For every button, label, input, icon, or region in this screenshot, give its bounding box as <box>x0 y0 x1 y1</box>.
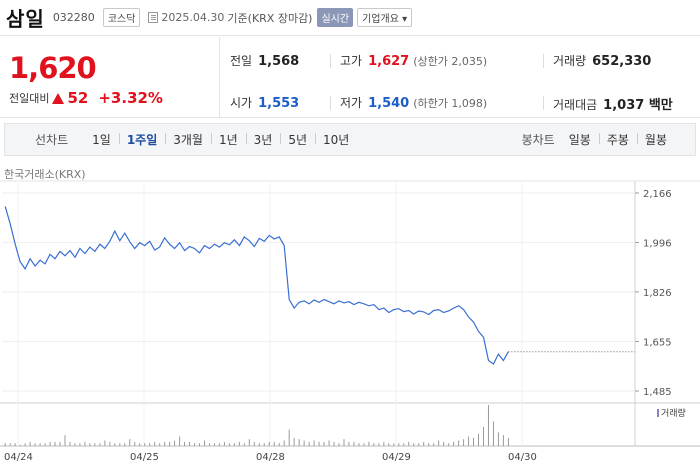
x-tick-label: 04/25 <box>130 452 159 463</box>
stock-name: 삼일 <box>6 7 45 31</box>
stat-label: 전일 <box>230 54 253 68</box>
volume-legend-swatch <box>657 409 659 417</box>
y-tick-label: 1,485 <box>643 387 672 398</box>
tab-daily-candle[interactable]: 일봉 <box>568 133 591 147</box>
stat-volume: 거래량 652,330 <box>553 52 651 69</box>
stat-label: 시가 <box>230 96 253 110</box>
stat-label: 거래대금 <box>553 98 598 112</box>
stat-value: 1,627 <box>368 54 410 69</box>
line-chart-title: 선차트 <box>35 133 69 147</box>
tab-3year[interactable]: 3년 <box>245 131 281 148</box>
document-icon <box>148 12 159 23</box>
y-tick-label: 1,655 <box>643 338 672 349</box>
stat-label: 고가 <box>340 54 363 68</box>
realtime-button[interactable]: 실시간 <box>317 8 354 27</box>
stock-code: 032280 <box>52 11 95 24</box>
company-info-button[interactable]: 기업개요 ▾ <box>357 8 413 27</box>
tab-weekly-candle[interactable]: 주봉 <box>598 131 637 148</box>
up-triangle-icon <box>52 92 65 104</box>
price-line <box>4 206 509 365</box>
stat-label: 거래량 <box>553 54 587 68</box>
market-badge: 코스닥 <box>102 8 141 27</box>
stat-low: 저가 1,540 (하한가 1,098) <box>340 94 487 111</box>
divider <box>543 96 544 110</box>
x-tick-label: 04/28 <box>256 452 285 463</box>
stat-high: 고가 1,627 (상한가 2,035) <box>340 52 487 69</box>
x-tick-label: 04/24 <box>4 452 33 463</box>
stat-sub: (하한가 1,098) <box>413 97 488 110</box>
price-panel: 1,620 전일대비 52 +3.32% 전일 1,568 고가 1,627 (… <box>0 37 700 118</box>
current-price: 1,620 <box>9 51 97 85</box>
stat-value: 652,330 <box>592 54 652 69</box>
stat-open: 시가 1,553 <box>230 94 299 111</box>
tab-3month[interactable]: 3개월 <box>165 131 211 148</box>
tab-1year[interactable]: 1년 <box>210 131 246 148</box>
divider <box>543 54 544 68</box>
current-price-box: 1,620 전일대비 52 +3.32% <box>0 37 220 118</box>
change-label: 전일대비 <box>9 92 50 105</box>
candle-chart-title: 봉차트 <box>521 133 555 147</box>
tab-10year[interactable]: 10년 <box>315 131 357 148</box>
quote-date: 2025.04.30 <box>161 11 225 24</box>
change-row: 전일대비 52 +3.32% <box>9 89 163 107</box>
stat-sub: (상한가 2,035) <box>413 55 488 68</box>
divider <box>330 96 331 110</box>
y-tick-label: 2,166 <box>643 189 672 200</box>
tab-5year[interactable]: 5년 <box>280 131 315 148</box>
chart-tab-bar: 선차트 1일 1주일 3개월 1년 3년 5년 10년 봉차트 일봉 주봉 월봉 <box>4 123 696 156</box>
stat-value: 1,568 <box>258 54 300 69</box>
data-source-label: 한국거래소(KRX) <box>4 168 86 181</box>
tab-1day[interactable]: 1일 <box>92 133 111 147</box>
stat-value: 1,540 <box>368 96 410 111</box>
stat-label: 저가 <box>340 96 363 110</box>
stat-trade-amount: 거래대금 1,037 백만 <box>553 94 673 113</box>
tab-1week[interactable]: 1주일 <box>118 131 165 148</box>
tab-monthly-candle[interactable]: 월봉 <box>636 131 675 148</box>
change-percent: +3.32% <box>98 89 163 107</box>
change-value: 52 <box>67 89 89 107</box>
stock-header: 삼일 032280 코스닥 2025.04.30 기준(KRX 장마감) 실시간… <box>0 0 700 36</box>
x-tick-label: 04/30 <box>508 452 537 463</box>
stat-prev-close: 전일 1,568 <box>230 52 299 69</box>
stat-value: 1,037 백만 <box>603 98 673 113</box>
stat-value: 1,553 <box>258 96 300 111</box>
divider <box>330 54 331 68</box>
y-tick-label: 1,826 <box>643 288 672 299</box>
quote-basis: 기준(KRX 장마감) <box>227 11 313 25</box>
volume-legend-label: 거래량 <box>661 407 686 419</box>
y-tick-label: 1,996 <box>643 238 672 249</box>
x-tick-label: 04/29 <box>382 452 411 463</box>
